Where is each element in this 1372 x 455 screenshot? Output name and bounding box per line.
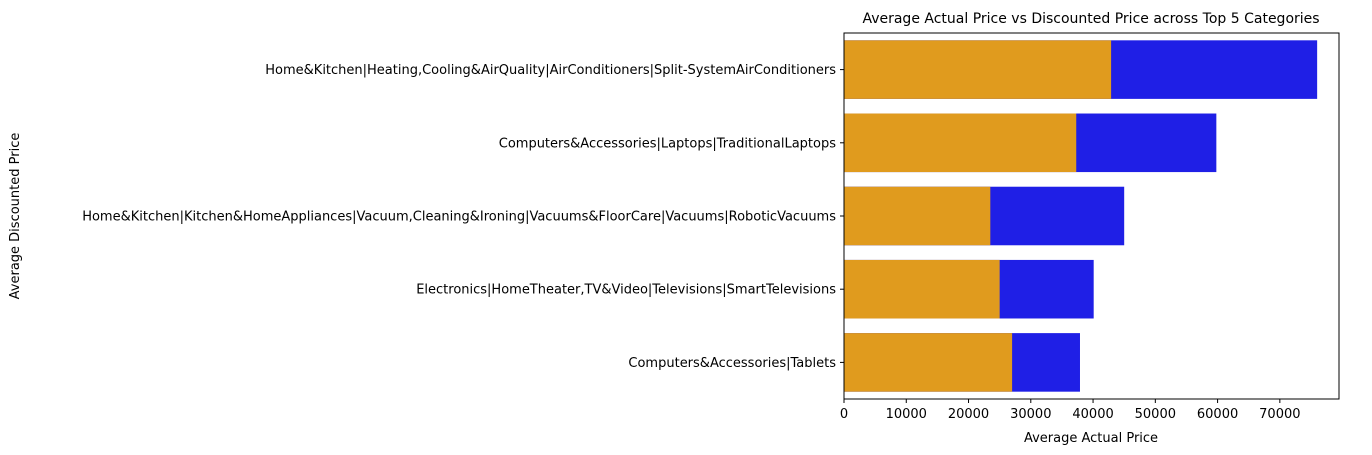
bar-series-2-4 bbox=[844, 259, 1000, 319]
bar-series-2-5 bbox=[844, 333, 1013, 392]
plot-frame bbox=[843, 32, 1340, 400]
y-tick-label: Home&Kitchen|Kitchen&HomeAppliances|Vacu… bbox=[82, 210, 836, 225]
x-tick-label: 40000 bbox=[1072, 407, 1113, 422]
x-tick-label: 30000 bbox=[1010, 407, 1051, 422]
x-axis-ticks: 0 10000 20000 30000 40000 50000 60000 70000 bbox=[840, 399, 1301, 422]
bar-series-2-3 bbox=[844, 186, 991, 246]
x-axis-label: Average Actual Price bbox=[1024, 431, 1158, 446]
x-tick-label: 70000 bbox=[1259, 407, 1300, 422]
bars-group bbox=[844, 40, 1318, 392]
bar-series-2-1 bbox=[844, 40, 1112, 99]
y-tick-label: Home&Kitchen|Heating,Cooling&AirQuality|… bbox=[265, 63, 836, 78]
y-tick-label: Computers&Accessories|Laptops|Traditiona… bbox=[499, 136, 836, 151]
x-tick-label: 10000 bbox=[886, 407, 927, 422]
x-tick-label: 0 bbox=[840, 407, 848, 422]
x-tick-label: 60000 bbox=[1197, 407, 1238, 422]
y-tick-label: Electronics|HomeTheater,TV&Video|Televis… bbox=[416, 283, 836, 298]
bar-series-2-2 bbox=[844, 113, 1077, 173]
y-tick-label: Computers&Accessories|Tablets bbox=[628, 356, 836, 371]
y-axis-label: Average Discounted Price bbox=[8, 133, 23, 300]
y-axis-ticks: Home&Kitchen|Heating,Cooling&AirQuality|… bbox=[82, 63, 844, 371]
chart-title: Average Actual Price vs Discounted Price… bbox=[862, 11, 1319, 27]
x-tick-label: 20000 bbox=[948, 407, 989, 422]
x-tick-label: 50000 bbox=[1135, 407, 1176, 422]
